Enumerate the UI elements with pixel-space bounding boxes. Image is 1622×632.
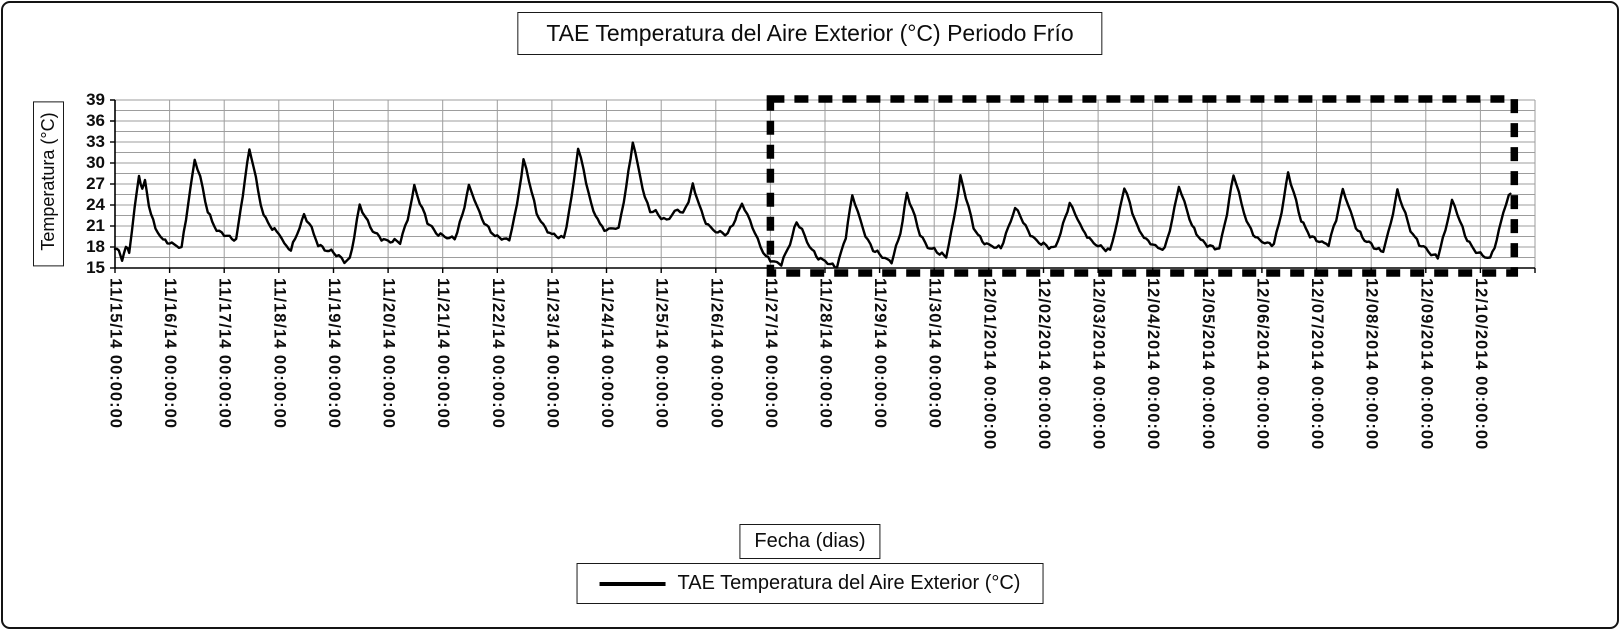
chart-title: TAE Temperatura del Aire Exterior (°C) P… xyxy=(517,12,1103,55)
y-tick-label: 24 xyxy=(86,195,105,214)
x-tick-label: 11/21/14 00:00:00 xyxy=(434,278,453,429)
legend-series-label: TAE Temperatura del Aire Exterior (°C) xyxy=(677,572,1021,594)
x-tick-label: 12/09/2014 00:00:00 xyxy=(1417,278,1436,451)
x-tick-label: 11/15/14 00:00:00 xyxy=(106,278,125,429)
x-tick-label: 11/18/14 00:00:00 xyxy=(270,278,289,429)
x-tick-label: 11/17/14 00:00:00 xyxy=(215,278,234,429)
y-tick-label: 30 xyxy=(86,153,105,172)
y-tick-label: 21 xyxy=(86,216,105,235)
y-tick-label: 33 xyxy=(86,132,105,151)
y-tick-label: 39 xyxy=(86,90,105,109)
temperature-line xyxy=(113,141,1512,269)
y-axis-title-box: Temperatura (°C) xyxy=(33,101,64,267)
x-tick-label: 11/20/14 00:00:00 xyxy=(379,278,398,429)
x-tick-label: 11/26/14 00:00:00 xyxy=(707,278,726,429)
y-tick-label: 15 xyxy=(86,258,105,277)
x-tick-label: 11/16/14 00:00:00 xyxy=(161,278,180,429)
x-tick-label: 11/27/14 00:00:00 xyxy=(761,278,780,429)
y-tick-label: 27 xyxy=(86,174,105,193)
x-tick-label: 11/29/14 00:00:00 xyxy=(871,278,890,429)
y-tick-label: 36 xyxy=(86,111,105,130)
x-tick-label: 11/19/14 00:00:00 xyxy=(324,278,343,429)
x-tick-label: 12/10/2014 00:00:00 xyxy=(1471,278,1490,451)
x-tick-label: 12/03/2014 00:00:00 xyxy=(1089,278,1108,451)
legend: TAE Temperatura del Aire Exterior (°C) xyxy=(576,563,1044,604)
x-tick-label: 11/30/14 00:00:00 xyxy=(925,278,944,429)
x-tick-label: 12/04/2014 00:00:00 xyxy=(1144,278,1163,451)
y-tick-label: 18 xyxy=(86,237,105,256)
x-tick-label: 12/05/2014 00:00:00 xyxy=(1198,278,1217,451)
x-tick-label: 12/02/2014 00:00:00 xyxy=(1034,278,1053,451)
x-tick-label: 12/08/2014 00:00:00 xyxy=(1362,278,1381,451)
x-tick-label: 12/01/2014 00:00:00 xyxy=(980,278,999,451)
highlight-box xyxy=(766,95,1519,277)
x-tick-label: 11/25/14 00:00:00 xyxy=(652,278,671,429)
x-tick-label: 11/22/14 00:00:00 xyxy=(488,278,507,429)
x-tick-label: 11/28/14 00:00:00 xyxy=(816,278,835,429)
legend-line-icon xyxy=(599,581,666,586)
x-tick-label: 11/23/14 00:00:00 xyxy=(543,278,562,429)
x-tick-label: 12/06/2014 00:00:00 xyxy=(1253,278,1272,451)
chart-canvas xyxy=(110,95,1536,277)
x-tick-label: 12/07/2014 00:00:00 xyxy=(1308,278,1327,451)
x-axis-title: Fecha (dias) xyxy=(739,524,881,559)
x-tick-label: 11/24/14 00:00:00 xyxy=(598,278,617,429)
